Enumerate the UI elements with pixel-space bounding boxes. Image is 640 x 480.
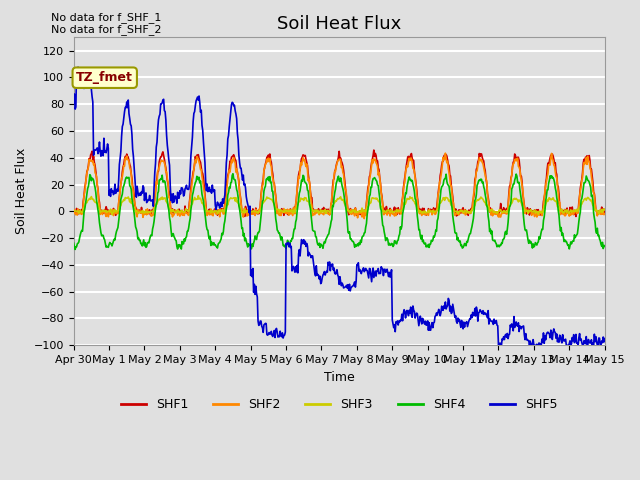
Text: No data for f_SHF_2: No data for f_SHF_2 <box>51 24 162 35</box>
Y-axis label: Soil Heat Flux: Soil Heat Flux <box>15 148 28 234</box>
X-axis label: Time: Time <box>324 371 355 384</box>
Text: No data for f_SHF_1: No data for f_SHF_1 <box>51 12 161 23</box>
Legend: SHF1, SHF2, SHF3, SHF4, SHF5: SHF1, SHF2, SHF3, SHF4, SHF5 <box>116 393 563 416</box>
Text: TZ_fmet: TZ_fmet <box>76 71 133 84</box>
Title: Soil Heat Flux: Soil Heat Flux <box>277 15 401 33</box>
